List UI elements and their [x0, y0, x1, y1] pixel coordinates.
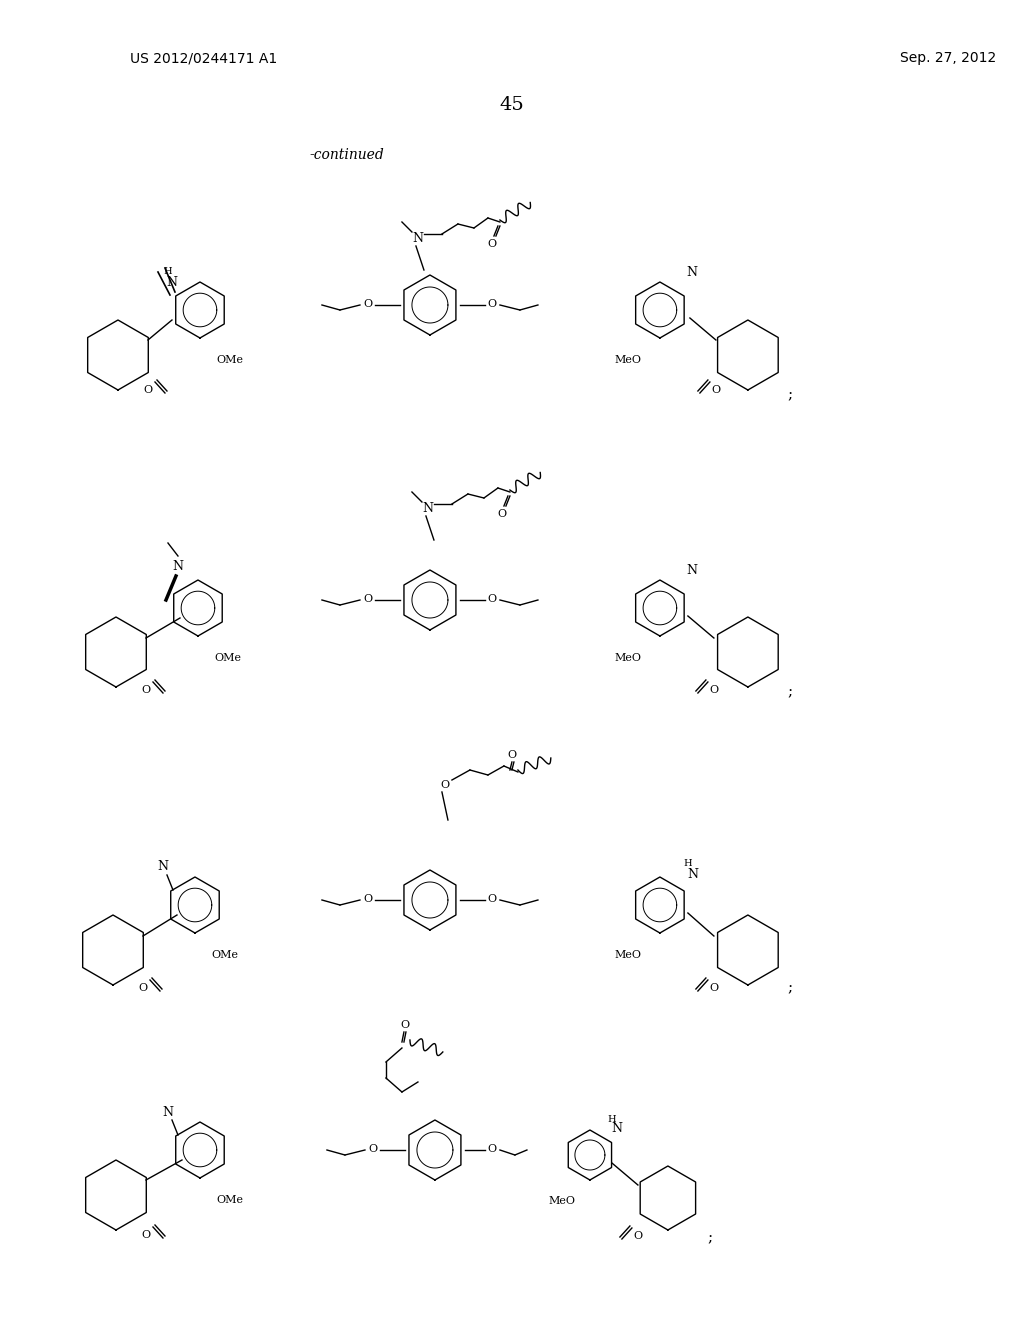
Text: O: O	[634, 1232, 642, 1241]
Text: MeO: MeO	[549, 1196, 575, 1206]
Text: O: O	[498, 510, 507, 519]
Text: ;: ;	[787, 981, 793, 995]
Text: O: O	[710, 685, 719, 696]
Text: O: O	[710, 983, 719, 993]
Text: MeO: MeO	[614, 355, 641, 366]
Text: O: O	[369, 1144, 378, 1154]
Text: O: O	[141, 685, 151, 696]
Text: OMe: OMe	[212, 950, 239, 960]
Text: N: N	[413, 231, 424, 244]
Text: H: H	[684, 858, 692, 867]
Text: H: H	[607, 1114, 616, 1123]
Text: N: N	[172, 560, 183, 573]
Text: ;: ;	[708, 1232, 713, 1245]
Text: O: O	[143, 385, 153, 395]
Text: O: O	[364, 894, 373, 904]
Text: O: O	[364, 594, 373, 605]
Text: O: O	[712, 385, 721, 395]
Text: N: N	[686, 265, 697, 279]
Text: O: O	[487, 894, 497, 904]
Text: O: O	[364, 300, 373, 309]
Text: N: N	[158, 861, 169, 874]
Text: O: O	[507, 750, 516, 760]
Text: 45: 45	[500, 96, 524, 114]
Text: O: O	[487, 239, 497, 249]
Text: O: O	[487, 300, 497, 309]
Text: -continued: -continued	[310, 148, 385, 162]
Text: N: N	[686, 564, 697, 577]
Text: N: N	[687, 869, 698, 882]
Text: O: O	[440, 780, 450, 789]
Text: MeO: MeO	[614, 653, 641, 663]
Text: OMe: OMe	[216, 1195, 244, 1205]
Text: OMe: OMe	[214, 653, 242, 663]
Text: ;: ;	[787, 685, 793, 700]
Text: O: O	[138, 983, 147, 993]
Text: N: N	[423, 502, 433, 515]
Text: Sep. 27, 2012: Sep. 27, 2012	[900, 51, 996, 65]
Text: N: N	[611, 1122, 623, 1135]
Text: O: O	[141, 1230, 151, 1239]
Text: OMe: OMe	[216, 355, 244, 366]
Text: MeO: MeO	[614, 950, 641, 960]
Text: N: N	[167, 276, 177, 289]
Text: O: O	[487, 594, 497, 605]
Text: O: O	[400, 1020, 410, 1030]
Text: O: O	[487, 1144, 497, 1154]
Text: ;: ;	[787, 388, 793, 403]
Text: N: N	[163, 1106, 173, 1118]
Text: US 2012/0244171 A1: US 2012/0244171 A1	[130, 51, 278, 65]
Text: H: H	[164, 268, 172, 276]
